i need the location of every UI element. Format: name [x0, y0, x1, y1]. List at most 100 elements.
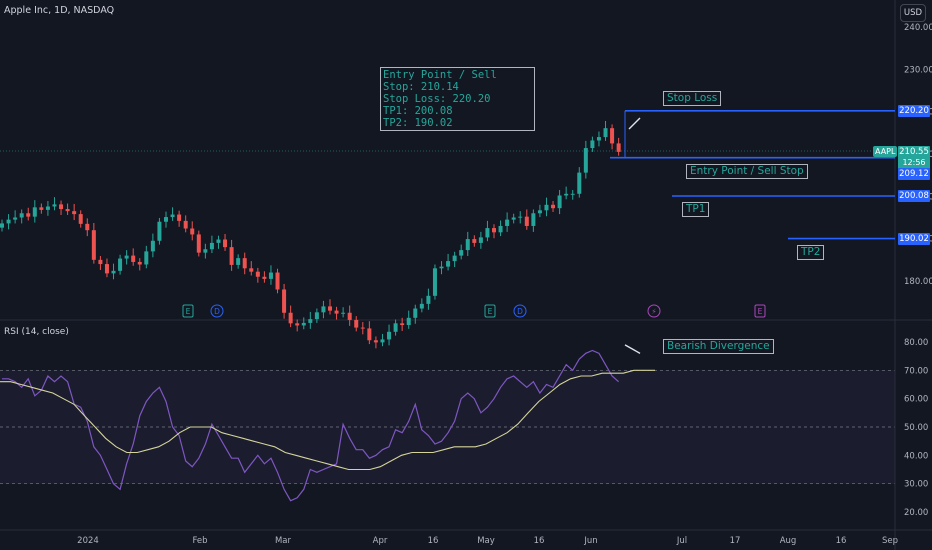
- candle-body: [432, 268, 437, 296]
- rsi-title: RSI (14, close): [4, 327, 69, 337]
- candle-body: [196, 234, 201, 253]
- candle-body: [544, 204, 549, 211]
- candle-body: [524, 216, 529, 226]
- tp2-label[interactable]: TP2: [797, 245, 825, 260]
- candle-body: [452, 255, 457, 262]
- entry-label[interactable]: Entry Point / Sell Stop: [686, 164, 808, 179]
- candle-body: [387, 331, 392, 340]
- candle-body: [249, 268, 254, 272]
- price-tick-label: 240.00: [904, 23, 932, 33]
- candle-body: [177, 214, 182, 221]
- event-marker: [182, 304, 194, 318]
- event-marker-label: E: [758, 307, 763, 316]
- candle-body: [45, 206, 50, 210]
- candle-body: [164, 217, 168, 222]
- candle-body: [170, 214, 175, 218]
- event-marker-label: E: [488, 307, 493, 316]
- rsi-tick-label: 20.00: [904, 508, 928, 518]
- candle-body: [229, 247, 234, 265]
- candle-body: [406, 317, 411, 326]
- trade-info-box[interactable]: Entry Point / Sell Stop: 210.14 Stop Los…: [380, 67, 535, 131]
- candle-body: [380, 339, 385, 343]
- candle-body: [557, 195, 562, 209]
- time-tick-label: Apr: [373, 536, 388, 546]
- candle-body: [288, 312, 293, 324]
- candle-body: [478, 237, 483, 243]
- candle-body: [150, 240, 155, 252]
- candle-body: [190, 228, 195, 235]
- countdown-tag: 12:56: [898, 157, 930, 169]
- rsi-tick-label: 80.00: [904, 338, 928, 348]
- candle-body: [137, 261, 142, 265]
- candle-body: [282, 289, 287, 313]
- candle-body: [85, 223, 90, 231]
- candle-body: [131, 255, 136, 262]
- candle-body: [328, 306, 332, 311]
- time-tick-label: May: [477, 536, 495, 546]
- candle-body: [616, 143, 621, 152]
- bearish-divergence-label[interactable]: Bearish Divergence: [663, 339, 774, 354]
- candle-body: [439, 266, 444, 269]
- candle-body: [518, 216, 523, 218]
- candle-body: [485, 228, 490, 238]
- time-tick-label: 17: [730, 536, 741, 546]
- candle-body: [209, 242, 214, 250]
- candle-body: [426, 295, 431, 304]
- candle-body: [111, 270, 116, 274]
- tp1-label[interactable]: TP1: [682, 202, 710, 217]
- candle-body: [216, 239, 221, 243]
- currency-button[interactable]: USD: [900, 4, 926, 22]
- candle-body: [32, 207, 37, 217]
- event-marker: [210, 304, 224, 318]
- candle-body: [183, 220, 188, 229]
- candle-body: [26, 213, 31, 217]
- price-tick-label: 230.00: [904, 65, 932, 75]
- candle-body: [334, 310, 339, 314]
- divergence-trendline-price: [628, 117, 641, 130]
- candle-body: [341, 312, 346, 314]
- rsi-ma-line: [0, 369, 655, 471]
- candle-body: [268, 272, 273, 279]
- time-tick-label: 16: [428, 536, 439, 546]
- candle-body: [446, 261, 451, 267]
- candle-body: [255, 271, 260, 277]
- candle-body: [39, 207, 44, 210]
- symbol-tag: AAPL: [873, 146, 898, 157]
- time-tick-label: Feb: [192, 536, 207, 546]
- candlestick-series: [0, 120, 621, 349]
- event-marker: [647, 304, 661, 318]
- candle-body: [603, 128, 608, 138]
- event-markers: E D E D ⚡ E: [182, 304, 766, 318]
- candle-body: [498, 225, 503, 233]
- candle-body: [419, 303, 424, 309]
- event-marker: [754, 304, 766, 318]
- price-tick-label: 180.00: [904, 277, 932, 287]
- trade-levels: [610, 110, 895, 240]
- stop-loss-label[interactable]: Stop Loss: [663, 91, 722, 106]
- time-tick-label: Aug: [780, 536, 797, 546]
- candle-body: [13, 217, 18, 220]
- candle-body: [6, 219, 11, 224]
- tp1-price-tag: 200.08: [898, 190, 930, 202]
- candle-body: [393, 323, 398, 332]
- candle-body: [596, 137, 601, 141]
- candle-body: [537, 210, 542, 214]
- candle-body: [223, 239, 228, 248]
- rsi-line: [2, 349, 619, 502]
- info-entry: Entry Point / Sell Stop: 210.14: [383, 69, 497, 93]
- rsi-tick-label: 50.00: [904, 423, 928, 433]
- time-axis-ticks: 2024 Feb Mar Apr 16 May 16 Jun Jul 17 Aug 16 Sep: [77, 536, 898, 546]
- candle-body: [492, 228, 496, 233]
- candle-body: [98, 259, 103, 265]
- candle-body: [570, 193, 575, 195]
- candle-body: [577, 172, 582, 194]
- candle-body: [301, 322, 306, 326]
- candle-body: [144, 251, 149, 265]
- candle-body: [52, 204, 57, 207]
- candle-body: [295, 323, 300, 326]
- time-tick-label: 16: [534, 536, 545, 546]
- candle-body: [373, 340, 378, 343]
- candle-body: [236, 258, 241, 265]
- rsi-axis-ticks: 80.00 70.00 60.00 50.00 40.00 30.00 20.00: [904, 338, 928, 518]
